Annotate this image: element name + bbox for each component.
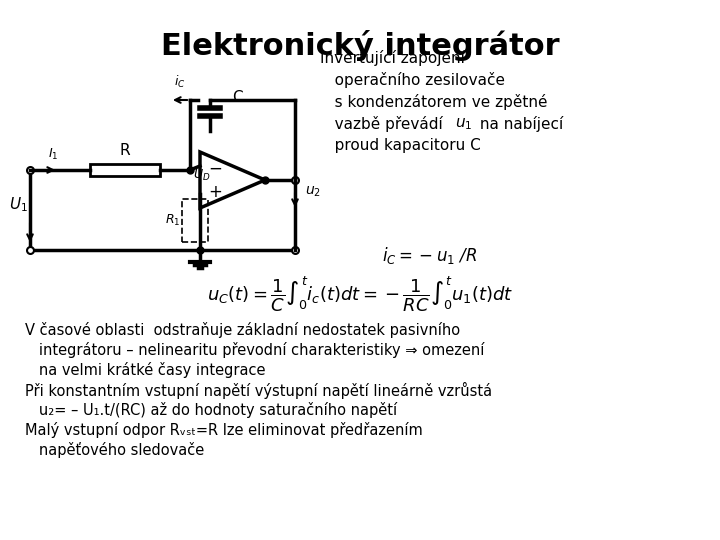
Polygon shape [200,152,265,208]
Text: V časové oblasti  odstraňuje základní nedostatek pasivního: V časové oblasti odstraňuje základní ned… [25,322,460,338]
Text: napěťového sledovače: napěťového sledovače [25,442,204,458]
Text: R: R [120,143,130,158]
Text: $U_1$: $U_1$ [9,195,27,214]
Text: $R_1$: $R_1$ [165,213,180,228]
Text: na velmi krátké časy integrace: na velmi krátké časy integrace [25,362,266,378]
Text: C: C [232,91,243,105]
Text: $I_1$: $I_1$ [48,147,58,162]
Text: Invertující zapojení: Invertující zapojení [320,50,465,66]
Text: s kondenzátorem ve zpětné: s kondenzátorem ve zpětné [320,94,547,110]
Text: $i_C$: $i_C$ [174,74,186,90]
Text: $U_D$: $U_D$ [193,167,210,183]
Text: proud kapacitoru C: proud kapacitoru C [320,138,481,153]
Text: Při konstantním vstupní napětí výstupní napětí lineárně vzrůstá: Při konstantním vstupní napětí výstupní … [25,382,492,399]
Text: $i_C= - u_1$ /R: $i_C= - u_1$ /R [382,245,477,266]
Text: operačního zesilovače: operačního zesilovače [320,72,505,88]
Text: na nabíjecí: na nabíjecí [475,116,563,132]
Text: $u_2$: $u_2$ [305,185,321,199]
Text: $+$: $+$ [208,183,222,201]
Bar [182,199,208,242]
Text: u₂= – U₁.t/(RC) až do hodnoty saturačního napětí: u₂= – U₁.t/(RC) až do hodnoty saturačníh… [25,402,397,418]
Text: vazbě převádí: vazbě převádí [320,116,448,132]
Text: Elektronický integrátor: Elektronický integrátor [161,30,559,61]
Bar [90,164,160,176]
Text: Malý vstupní odpor Rᵥₛₜ=R lze eliminovat předřazením: Malý vstupní odpor Rᵥₛₜ=R lze eliminovat… [25,422,423,438]
Text: $-$: $-$ [208,159,222,177]
Text: integrátoru – nelinearitu převodní charakteristiky ⇒ omezení: integrátoru – nelinearitu převodní chara… [25,342,485,358]
Text: $\mathbf{\mathit{u_1}}$: $\mathbf{\mathit{u_1}}$ [455,116,472,132]
Text: $u_C(t) = \dfrac{1}{C}\int_0^t i_c(t)dt = -\dfrac{1}{RC}\int_0^t u_1(t)dt$: $u_C(t) = \dfrac{1}{C}\int_0^t i_c(t)dt … [207,275,513,314]
